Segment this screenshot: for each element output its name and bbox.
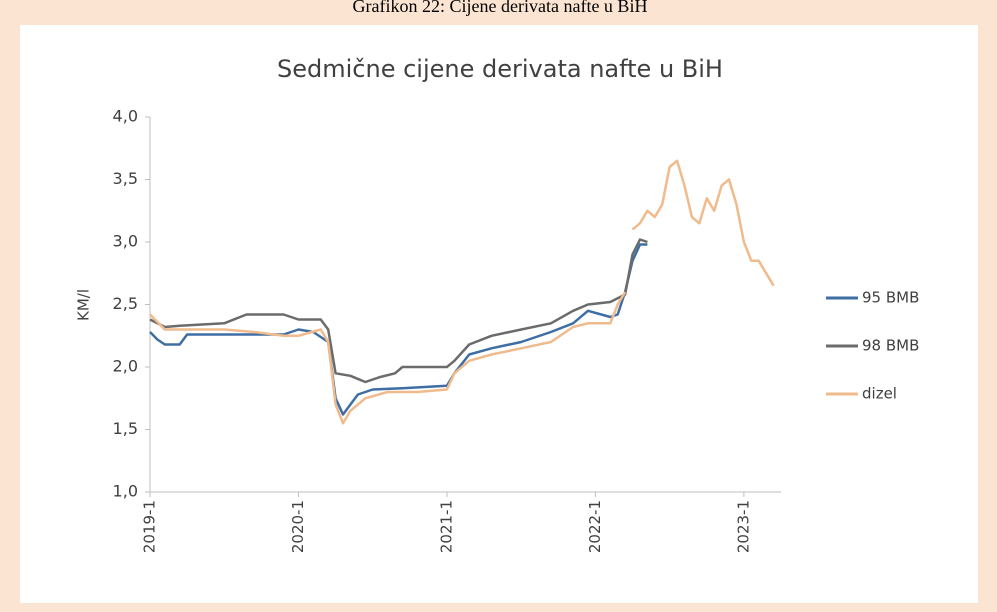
line xyxy=(631,159,775,287)
y-tick-label: 1,5 xyxy=(113,419,138,438)
line xyxy=(149,291,627,425)
line xyxy=(149,238,648,384)
y-tick-label: 2,0 xyxy=(113,357,138,376)
legend-label: 98 BMB xyxy=(862,337,919,355)
y-tick-label: 1,0 xyxy=(113,482,138,501)
legend-label: 95 BMB xyxy=(862,289,919,307)
y-axis-label: KM/l xyxy=(75,289,93,321)
y-tick-label: 4,0 xyxy=(113,107,138,126)
x-tick-label: 2019-1 xyxy=(141,500,159,553)
x-tick-label: 2023-1 xyxy=(734,500,752,553)
y-tick-label: 2,5 xyxy=(113,294,138,313)
x-tick-label: 2020-1 xyxy=(289,500,307,553)
line xyxy=(149,243,648,416)
y-tick-label: 3,0 xyxy=(113,232,138,251)
legend-label: dizel xyxy=(862,385,897,403)
chart-title: Sedmične cijene derivata nafte u BiH xyxy=(277,55,723,83)
y-tick-label: 3,5 xyxy=(113,169,138,188)
x-tick-label: 2022-1 xyxy=(586,500,604,553)
chart-area xyxy=(20,25,978,603)
caption: Grafikon 22: Cijene derivata nafte u BiH xyxy=(353,0,648,16)
x-tick-label: 2021-1 xyxy=(437,500,455,553)
